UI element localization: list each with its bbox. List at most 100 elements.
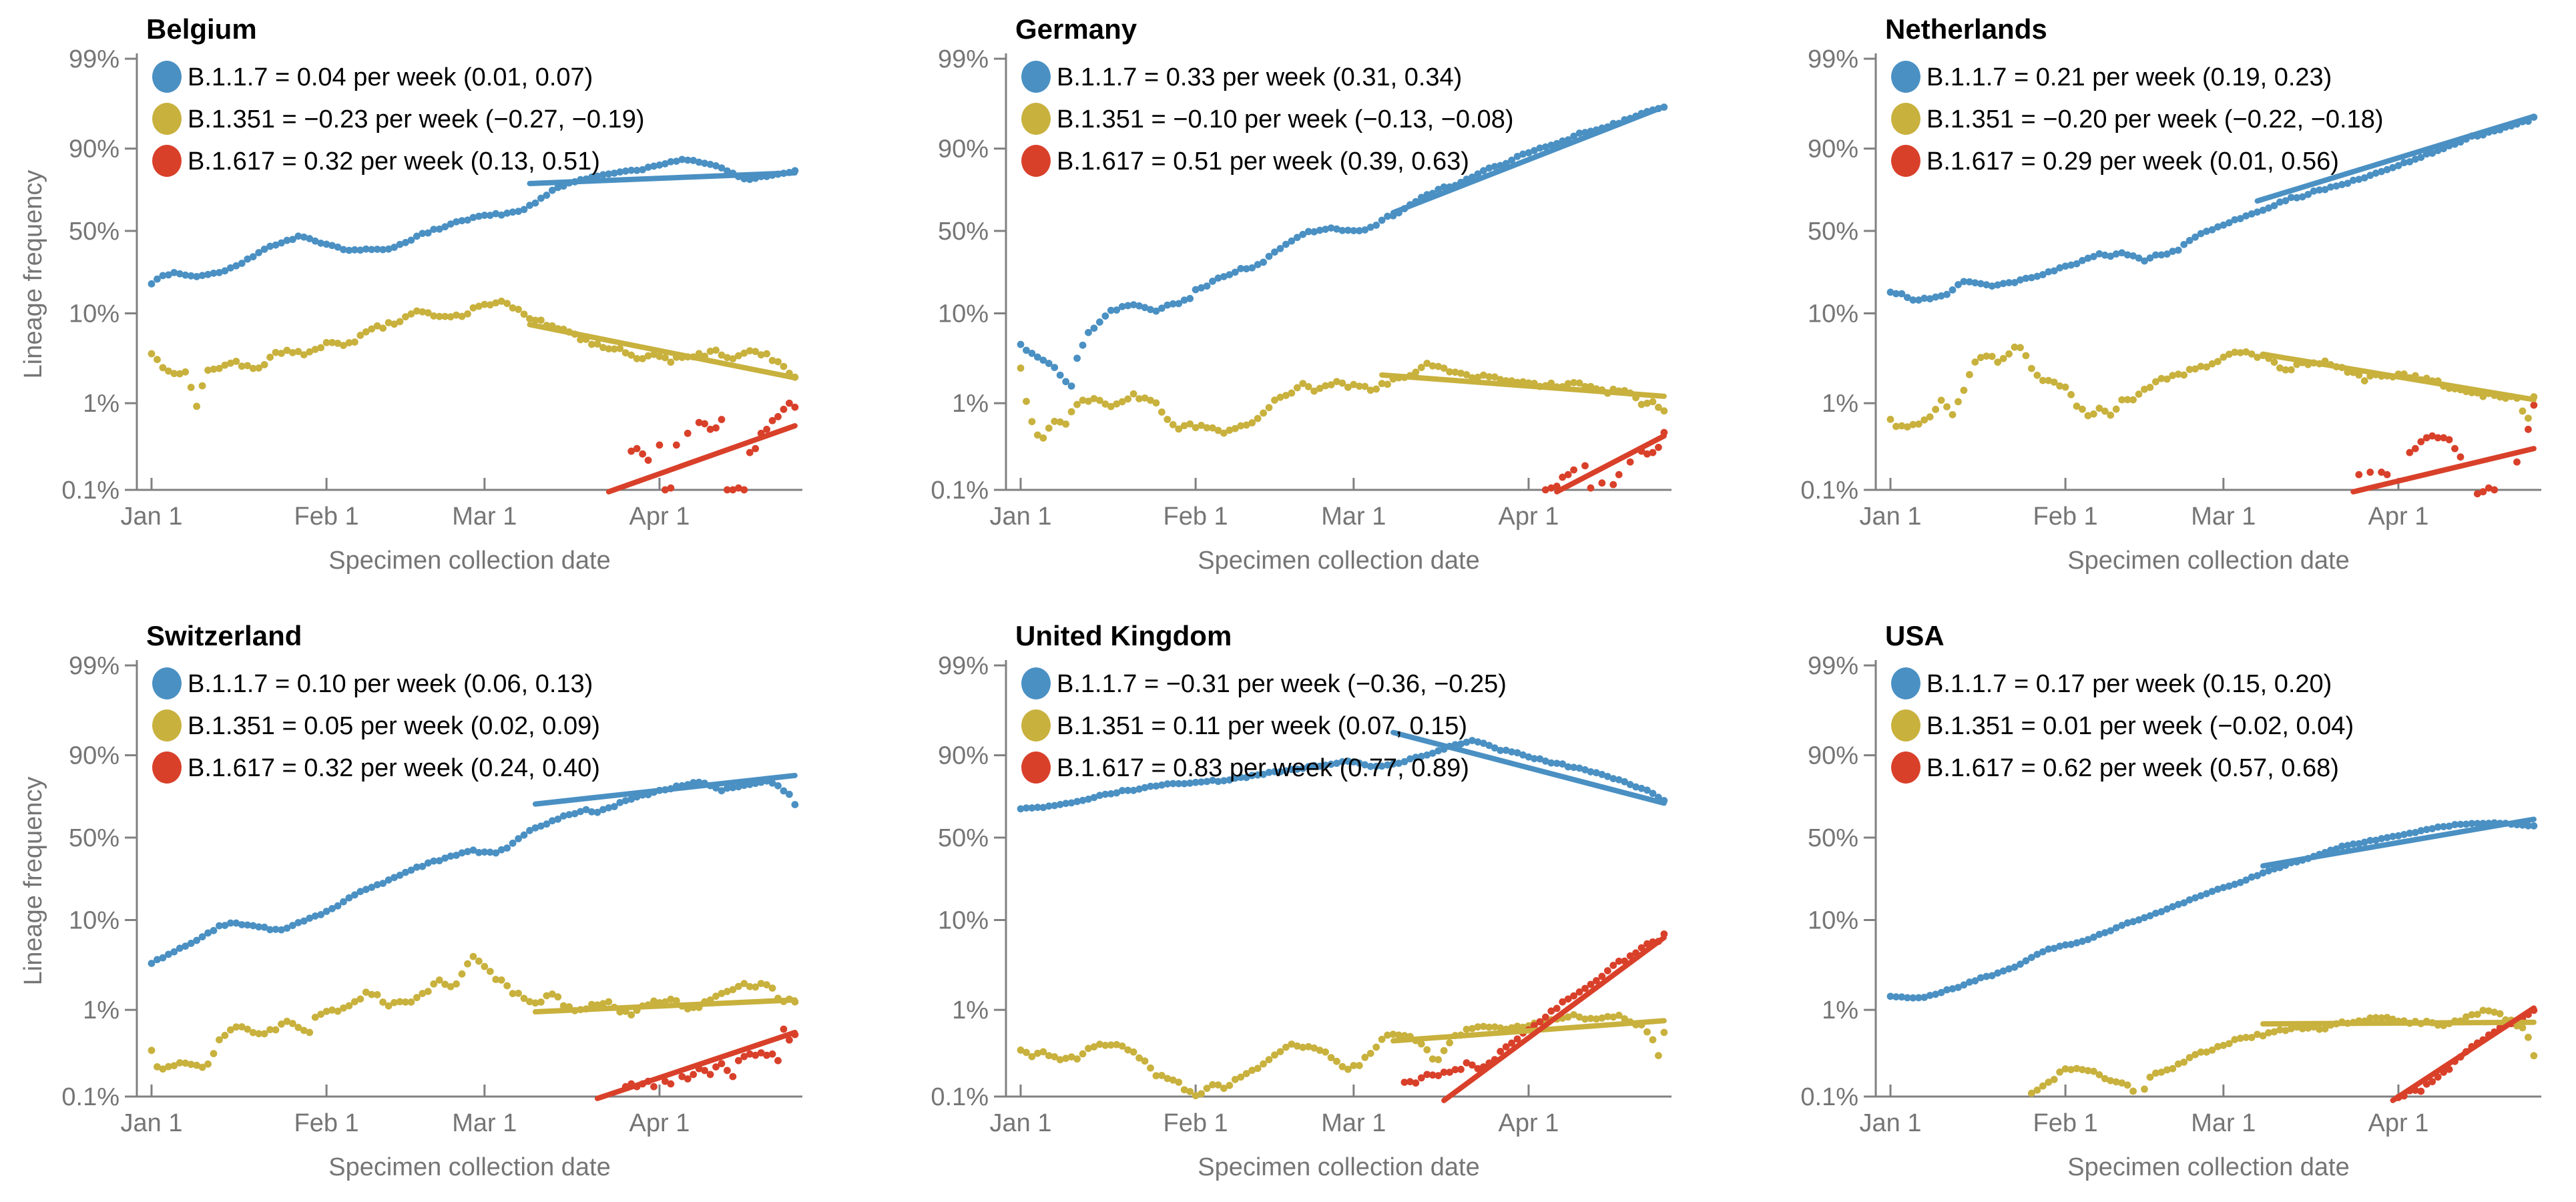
data-point: [1983, 972, 1991, 980]
x-tick-label: Mar 1: [1321, 503, 1386, 531]
data-point: [384, 319, 393, 326]
data-point: [605, 345, 613, 353]
data-point: [1203, 778, 1211, 786]
x-tick-label: Feb 1: [294, 503, 359, 531]
data-point: [627, 796, 635, 803]
data-point: [1491, 373, 1499, 381]
data-point: [2061, 1065, 2069, 1073]
legend-label: B.1.617 = 0.32 per week (0.13, 0.51): [188, 147, 600, 176]
data-point: [1039, 1048, 1047, 1056]
data-point: [1593, 976, 1600, 984]
data-point: [193, 936, 201, 944]
data-point: [1570, 378, 1577, 386]
data-point: [458, 217, 466, 225]
data-point: [226, 1026, 234, 1034]
data-point: [1344, 226, 1352, 234]
data-point: [1079, 1050, 1087, 1058]
data-point: [1209, 1081, 1216, 1089]
data-point: [1039, 434, 1047, 442]
data-point: [464, 960, 471, 968]
data-point: [272, 926, 280, 933]
data-point: [334, 1007, 342, 1015]
data-point: [2287, 366, 2295, 374]
data-point: [1406, 755, 1414, 763]
data-point: [1384, 380, 1391, 388]
data-point: [2248, 873, 2256, 881]
data-point: [1581, 766, 1589, 774]
data-point: [633, 166, 641, 174]
data-point: [435, 976, 443, 984]
data-point: [2463, 820, 2470, 828]
data-point: [2225, 350, 2233, 358]
data-point: [656, 441, 664, 449]
data-point: [2327, 183, 2334, 191]
data-point: [2017, 960, 2024, 968]
data-point: [464, 848, 471, 856]
data-point: [1157, 781, 1166, 789]
data-point: [1288, 389, 1296, 397]
data-point: [210, 926, 218, 934]
y-tick-label: 0.1%: [931, 477, 989, 505]
data-point: [559, 1002, 567, 1010]
data-point: [2039, 376, 2047, 384]
data-point: [469, 846, 477, 854]
data-point: [447, 313, 455, 321]
data-point: [1113, 1040, 1121, 1048]
series-B.1.1.7-dots: [1886, 819, 2538, 1002]
data-point: [2254, 872, 2261, 880]
data-point: [650, 997, 658, 1005]
data-point: [2056, 1068, 2064, 1076]
y-tick-label: 10%: [938, 906, 989, 934]
data-point: [712, 424, 720, 432]
data-point: [610, 345, 618, 353]
data-point: [1892, 290, 1900, 298]
data-point: [1045, 360, 1053, 367]
data-point: [1017, 340, 1025, 348]
data-point: [1366, 224, 1374, 231]
data-point: [1147, 1064, 1154, 1072]
data-point: [2123, 1081, 2131, 1089]
data-point: [311, 237, 319, 245]
data-point: [1570, 466, 1577, 474]
data-point: [1417, 1074, 1425, 1082]
data-point: [2525, 414, 2532, 422]
data-point: [187, 1061, 195, 1069]
data-point: [2084, 254, 2092, 262]
data-point: [1231, 268, 1239, 276]
data-point: [1474, 170, 1482, 178]
data-point: [283, 1017, 291, 1025]
legend-marker-icon: [152, 103, 182, 135]
data-point: [1095, 1040, 1103, 1048]
data-point: [1333, 760, 1340, 768]
data-point: [1655, 1052, 1662, 1059]
data-point: [1310, 387, 1318, 395]
data-point: [2485, 484, 2493, 492]
data-point: [1474, 738, 1482, 746]
legend-item: B.1.617 = 0.29 per week (0.01, 0.56): [1891, 145, 2339, 177]
data-point: [255, 923, 263, 931]
data-point: [763, 981, 770, 988]
fit-line-B.1.617: [1441, 934, 1667, 1103]
data-point: [1028, 418, 1036, 426]
data-point: [571, 810, 579, 818]
data-point: [1101, 400, 1109, 408]
data-point: [2265, 867, 2272, 875]
data-point: [1643, 450, 1651, 458]
data-point: [187, 383, 195, 391]
legend-marker-icon: [1891, 752, 1920, 784]
data-point: [1095, 318, 1103, 326]
data-point: [2394, 162, 2402, 170]
data-point: [1547, 759, 1555, 767]
data-point: [430, 980, 438, 988]
data-point: [2045, 1079, 2053, 1086]
data-point: [1260, 770, 1267, 778]
series-B.1.1.7-dots: [1017, 103, 1668, 390]
data-point: [2248, 210, 2256, 218]
data-point: [2061, 383, 2069, 391]
data-point: [2022, 352, 2030, 360]
data-point: [2067, 1066, 2075, 1074]
data-point: [1598, 1014, 1606, 1022]
data-point: [2394, 832, 2402, 840]
data-point: [1570, 132, 1577, 140]
data-point: [350, 338, 358, 346]
